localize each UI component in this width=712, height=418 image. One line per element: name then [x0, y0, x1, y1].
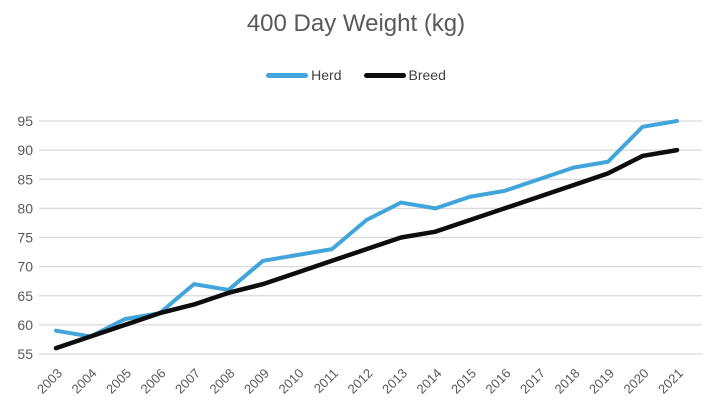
- x-tick-label: 2017: [517, 366, 548, 397]
- x-tick-label: 2018: [552, 366, 583, 397]
- x-tick-label: 2005: [103, 366, 134, 397]
- x-tick-label: 2020: [621, 366, 652, 397]
- x-tick-label: 2011: [311, 366, 341, 396]
- legend-item-breed[interactable]: Breed: [363, 67, 446, 83]
- y-tick-label: 60: [17, 317, 33, 333]
- x-tick-label: 2010: [276, 366, 307, 397]
- y-tick-label: 90: [17, 142, 33, 158]
- x-tick-label: 2006: [138, 366, 169, 397]
- y-tick-label: 85: [17, 171, 33, 187]
- y-tick-label: 80: [17, 200, 33, 216]
- x-tick-label: 2016: [483, 366, 514, 397]
- herd-legend-swatch-icon: [266, 72, 309, 78]
- x-tick-label: 2021: [655, 366, 686, 397]
- y-tick-label: 70: [17, 259, 33, 275]
- x-tick-label: 2012: [345, 366, 376, 397]
- x-tick-label: 2004: [69, 366, 100, 397]
- legend-label: Breed: [408, 67, 446, 83]
- y-tick-label: 55: [17, 346, 33, 362]
- y-tick-label: 75: [17, 230, 33, 246]
- x-tick-label: 2009: [241, 366, 272, 397]
- x-tick-label: 2013: [379, 366, 410, 397]
- chart-title: 400 Day Weight (kg): [246, 10, 466, 37]
- x-tick-label: 2015: [448, 366, 479, 397]
- x-tick-label: 2003: [34, 366, 65, 397]
- breed-line[interactable]: [53, 147, 680, 351]
- herd-line[interactable]: [54, 119, 679, 339]
- x-tick-label: 2007: [172, 366, 203, 397]
- x-tick-label: 2014: [414, 366, 445, 397]
- x-tick-label: 2019: [586, 366, 617, 397]
- y-tick-label: 65: [17, 288, 33, 304]
- breed-legend-swatch-icon: [363, 72, 406, 78]
- legend-item-herd[interactable]: Herd: [266, 67, 342, 83]
- legend-label: Herd: [311, 67, 342, 83]
- x-tick-label: 2008: [207, 366, 238, 397]
- chart-legend: Herd Breed: [0, 66, 712, 84]
- y-tick-label: 95: [17, 113, 33, 129]
